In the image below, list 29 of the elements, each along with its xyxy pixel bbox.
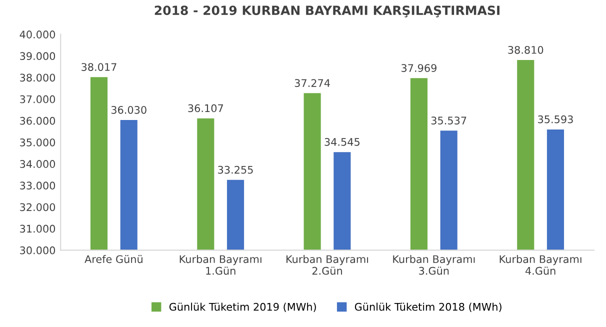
- y-tick-label: 36.000: [20, 116, 56, 125]
- x-tick-label: Kurban Bayramı 2.Gün: [286, 255, 368, 275]
- data-label: 33.255: [218, 166, 253, 174]
- legend-label: Günlük Tüketim 2018 (MWh): [354, 302, 502, 312]
- y-tick-label: 33.000: [20, 182, 56, 190]
- chart-title: 2018 - 2019 KURBAN BAYRAMI KARŞILAŞTIRMASI: [154, 6, 500, 18]
- y-tick-label: 40.000: [20, 30, 56, 38]
- data-label: 35.537: [431, 116, 466, 124]
- y-tick-label: 30.000: [20, 246, 56, 254]
- x-tick-label: Kurban Bayramı 3.Gün: [393, 255, 475, 275]
- data-label: 37.969: [402, 64, 436, 72]
- legend-label: Günlük Tüketim 2019 (MWh): [169, 302, 316, 312]
- data-label: 38.017: [82, 63, 116, 71]
- y-tick-label: 39.000: [20, 52, 56, 60]
- y-tick-label: 38.000: [20, 74, 56, 82]
- y-tick-label: 35.000: [20, 138, 56, 146]
- data-label: 36.107: [188, 104, 223, 112]
- data-label: 37.274: [294, 79, 330, 87]
- data-label: 36.030: [111, 106, 146, 114]
- y-tick-label: 34.000: [20, 160, 56, 168]
- x-tick-label: Kurban Bayramı 4.Gün: [500, 255, 582, 275]
- y-tick-label: 32.000: [20, 203, 56, 212]
- x-tick-label: Kurban Bayramı 1.Gün: [180, 255, 262, 275]
- x-tick-label: Arefe Günü: [84, 255, 142, 264]
- data-label: 34.545: [324, 138, 360, 146]
- data-label: 38.810: [508, 46, 544, 54]
- y-tick-label: 31.000: [20, 224, 56, 233]
- data-label: 35.593: [538, 115, 573, 124]
- y-tick-label: 37.000: [20, 95, 56, 104]
